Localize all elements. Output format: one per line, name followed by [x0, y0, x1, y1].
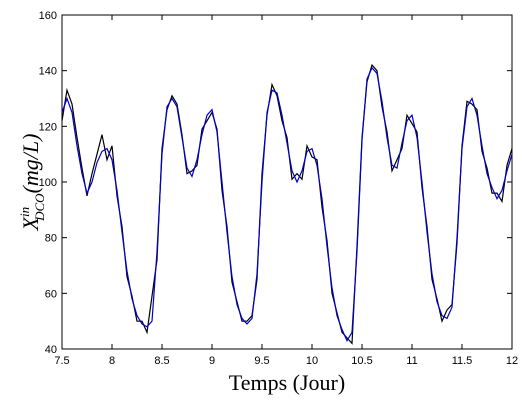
x-axis-label: Temps (Jour): [229, 370, 345, 395]
y-axis-label: XinDCO(mg/L): [17, 134, 47, 232]
y-tick-label: 40: [45, 344, 57, 356]
x-tick-label: 8.5: [154, 355, 169, 367]
y-tick-label: 100: [39, 177, 57, 189]
x-tick-label: 11.5: [452, 355, 473, 367]
x-tick-label: 11: [406, 355, 417, 367]
y-label-sup: in: [17, 207, 32, 217]
x-tick-label: 9: [209, 355, 215, 367]
x-tick-label: 8: [109, 355, 115, 367]
y-tick-label: 140: [39, 66, 57, 78]
x-tick-label: 9.5: [254, 355, 269, 367]
y-label-sub: DCO: [32, 193, 47, 222]
x-tick-label: 12: [506, 355, 518, 367]
line-series: [61, 66, 513, 342]
y-tick-label: 120: [39, 121, 57, 133]
plot-frame: [61, 14, 513, 350]
y-label-unit: (mg/L): [18, 134, 43, 194]
y-tick-label: 80: [45, 233, 57, 245]
x-tick-label: 10: [306, 355, 318, 367]
y-label-base: X: [18, 215, 43, 231]
x-tick-label: 7.5: [54, 355, 69, 367]
y-tick-label: 60: [45, 288, 57, 300]
y-tick-label: 160: [39, 10, 57, 22]
x-tick-label: 10.5: [351, 355, 372, 367]
